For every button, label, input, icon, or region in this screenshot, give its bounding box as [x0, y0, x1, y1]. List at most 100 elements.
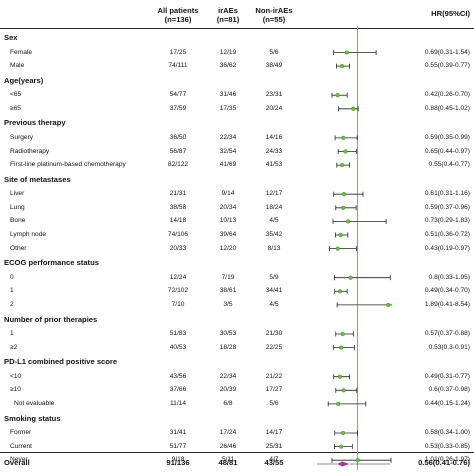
header-non-iraes-n: (n=55): [262, 15, 286, 24]
header-all-patients-n: (n=136): [164, 15, 192, 24]
row-label: 2: [10, 300, 14, 308]
row-hr-text: 0.59(0.35-0.99): [424, 133, 470, 141]
row-hr-text: 1.01(0.26-1.97): [424, 456, 470, 464]
row-non-irae-count: 5/9: [269, 273, 279, 281]
row-all-count: 17/25: [169, 48, 187, 56]
overall-all: 91/136: [166, 458, 190, 467]
row-all-count: 43/56: [169, 372, 187, 380]
row-all-count: 21/31: [169, 190, 187, 198]
row-hr-text: 0.6(0.37-0.98): [428, 386, 470, 394]
row-non-irae-count: 18/24: [265, 203, 283, 211]
row-hr-text: 0.49(0.34-0.70): [424, 287, 470, 295]
row-hr-text: 0.53(0.3-0.91): [428, 343, 470, 351]
hr-point: [335, 93, 340, 98]
row-label: ≥10: [10, 386, 21, 394]
row-irae-count: 38/61: [219, 287, 237, 295]
row-non-irae-count: 5/6: [269, 48, 279, 56]
row-irae-count: 18/28: [219, 343, 237, 351]
hr-point: [338, 232, 343, 238]
section-title: Smoking status: [4, 413, 61, 423]
row-non-irae-count: 21/30: [265, 330, 283, 337]
header-iraes-n: (n=81): [216, 15, 240, 24]
row-non-irae-count: 38/49: [265, 62, 283, 70]
section-title: Previous therapy: [4, 118, 66, 128]
row-non-irae-count: 24/33: [265, 147, 283, 155]
overall-label: Overall: [4, 458, 30, 467]
hr-point: [335, 246, 340, 251]
row-irae-count: 12/20: [219, 244, 237, 252]
row-label: 0: [10, 273, 14, 281]
section-title: Site of metastases: [4, 174, 71, 184]
row-label: 1: [10, 330, 14, 337]
row-non-irae-count: 4/5: [269, 217, 279, 225]
row-all-count: 9/18: [171, 456, 185, 464]
row-label: Lung: [10, 203, 25, 211]
row-irae-count: 10/13: [219, 217, 237, 225]
row-irae-count: 5/11: [221, 456, 235, 464]
row-label: ≥2: [10, 343, 18, 351]
row-irae-count: 31/46: [219, 91, 237, 99]
row-hr-text: 0.58(0.34-1.00): [424, 429, 470, 436]
row-label: ≥65: [10, 104, 21, 112]
row-label: Former: [10, 429, 32, 436]
row-hr-text: 0.55(0.4-0.77): [428, 161, 470, 169]
row-non-irae-count: 20/24: [265, 104, 283, 112]
row-hr-text: 0.8(0.33-1.95): [428, 273, 470, 281]
row-all-count: 20/33: [169, 244, 187, 252]
hr-point: [348, 275, 353, 280]
row-hr-text: 0.69(0.31-1.54): [424, 48, 470, 56]
hr-point: [341, 192, 347, 197]
row-irae-count: 12/19: [219, 48, 237, 56]
row-non-irae-count: 8/13: [267, 244, 281, 252]
section-title: PD-L1 combined positive score: [4, 357, 118, 367]
hr-point: [339, 444, 344, 449]
header-iraes: irAEs (n=81): [198, 6, 258, 24]
hr-point: [340, 430, 346, 436]
row-label: Not evaluable: [14, 399, 55, 407]
hr-point: [344, 50, 349, 55]
row-non-irae-count: 35/42: [265, 231, 283, 238]
row-label: Other: [10, 244, 27, 252]
row-all-count: 82/122: [167, 161, 189, 169]
row-irae-count: 32/54: [219, 147, 237, 155]
row-all-count: 7/10: [171, 300, 185, 308]
row-irae-count: 17/35: [219, 104, 237, 112]
row-label: First-line platinum-based chemotherapy: [10, 161, 126, 169]
overall-hr-text: 0.56(0.41-0.76): [418, 458, 470, 467]
hr-point: [355, 458, 360, 463]
row-non-irae-count: 14/16: [265, 133, 283, 141]
hr-point: [351, 106, 356, 111]
hr-point: [337, 289, 343, 294]
hr-point: [339, 163, 345, 168]
row-non-irae-count: 22/25: [265, 343, 283, 351]
header-iraes-label: irAEs: [218, 6, 238, 15]
row-irae-count: 20/39: [219, 386, 237, 394]
row-hr-text: 0.42(0.26-0.70): [424, 91, 470, 99]
hr-point: [340, 331, 345, 337]
row-non-irae-count: 4/5: [269, 300, 279, 308]
row-all-count: 14/18: [169, 217, 187, 225]
row-hr-text: 0.53(0.33-0.85): [424, 442, 470, 450]
row-all-count: 72/102: [167, 287, 189, 295]
header-non-iraes: Non-irAEs (n=55): [244, 6, 304, 24]
hr-point: [341, 388, 346, 393]
section-title: Age(years): [4, 75, 44, 85]
hr-point: [341, 205, 346, 210]
hr-point: [346, 219, 351, 224]
row-hr-text: 0.51(0.36-0.72): [424, 231, 470, 238]
row-hr-text: 0.43(0.19-0.97): [424, 244, 470, 252]
header-all-patients-label: All patients: [157, 6, 199, 15]
row-non-irae-count: 14/17: [265, 429, 283, 436]
row-non-irae-count: 21/22: [265, 372, 283, 380]
row-label: Female: [10, 48, 32, 56]
row-all-count: 74/106: [167, 231, 189, 238]
overall-non: 43/55: [264, 458, 284, 467]
row-irae-count: 39/64: [219, 231, 237, 238]
overall-irae: 48/81: [218, 458, 238, 467]
row-all-count: 31/41: [169, 429, 187, 436]
row-all-count: 54/77: [169, 91, 187, 99]
row-label: Radiotherapy: [10, 147, 50, 155]
row-all-count: 37/66: [169, 386, 187, 394]
hr-point: [386, 302, 391, 307]
row-irae-count: 36/62: [219, 62, 237, 70]
